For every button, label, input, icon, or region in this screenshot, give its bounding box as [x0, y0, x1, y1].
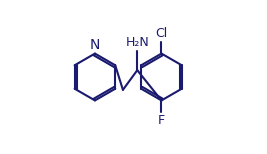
Text: F: F	[158, 114, 165, 127]
Text: N: N	[90, 38, 100, 52]
Text: H₂N: H₂N	[125, 36, 149, 49]
Text: Cl: Cl	[155, 27, 168, 40]
